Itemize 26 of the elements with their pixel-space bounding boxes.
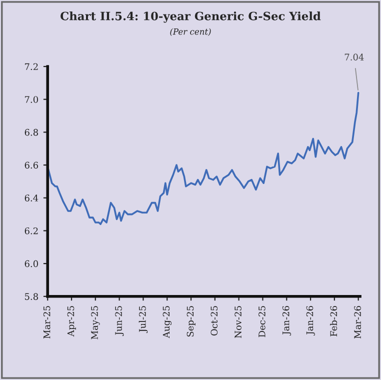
x-tick-label: Dec-25 (258, 306, 266, 338)
x-tick-label: May-25 (91, 306, 100, 340)
y-tick-label: 7.2 (25, 63, 38, 70)
x-tick-label: Mar-25 (43, 306, 50, 338)
annotation: 7.04 (344, 54, 364, 60)
y-tick-label: 6.0 (24, 260, 38, 268)
y-tick-label: 6.6 (24, 162, 38, 169)
x-tick-label: Oct-25 (210, 306, 218, 336)
y-tick-label: 5.8 (25, 293, 38, 300)
x-tick-label: Jan-26 (306, 306, 315, 336)
x-tick-label: Apr-25 (67, 306, 76, 337)
y-tick-label: 6.8 (24, 128, 38, 136)
x-tick-label: Jun-25 (115, 306, 124, 336)
y-tick-label: 6.4 (24, 194, 38, 202)
x-tick-label: Jul-25 (138, 306, 148, 334)
y-tick-label: 6.2 (24, 227, 38, 234)
chart-title: Chart II.5.4: 10-year Generic G-Sec Yield (60, 12, 321, 23)
line-series (48, 92, 360, 226)
x-tick-label: Sep-25 (186, 306, 196, 337)
y-tick-label: 7.0 (25, 96, 38, 103)
chart-subtitle: (Per cent) (170, 28, 211, 36)
x-tick-label: Nov-25 (234, 306, 242, 338)
x-tick-label: Mar-26 (354, 306, 361, 338)
x-tick-label: Jan-26 (282, 306, 292, 336)
x-tick-label: Aug-25 (162, 306, 172, 338)
x-tick-label: Feb-26 (330, 306, 338, 336)
